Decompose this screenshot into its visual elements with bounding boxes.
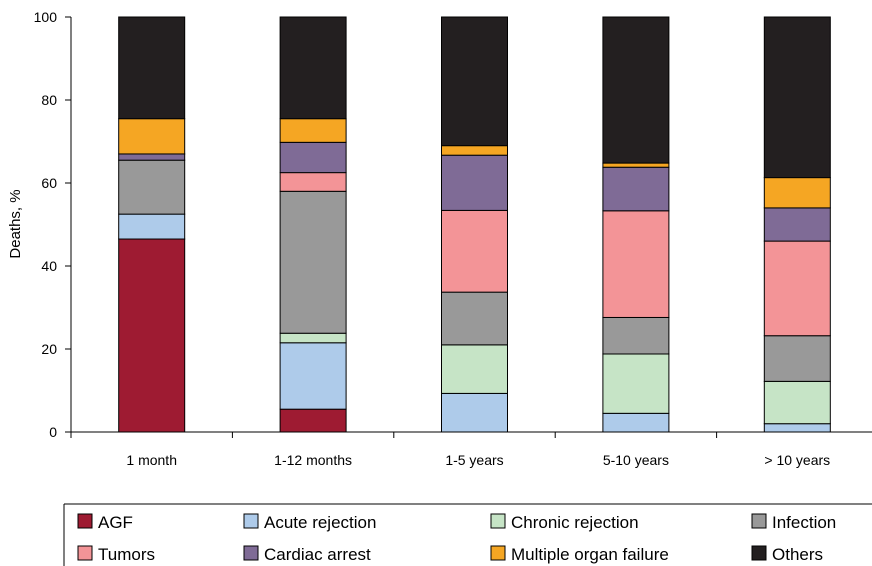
bar-segment-infection — [279, 190, 347, 334]
legend-label: Tumors — [98, 545, 155, 564]
y-tick-label: 0 — [49, 424, 57, 440]
y-tick-label: 80 — [41, 92, 57, 108]
bar-segment-others — [279, 16, 347, 120]
bar-segment-others — [118, 16, 186, 120]
bar-stack-5-10-years — [602, 16, 670, 433]
bar-segment-acute-rejection — [118, 213, 186, 240]
legend-swatch — [77, 513, 93, 529]
x-tick-label: > 10 years — [764, 452, 830, 468]
bar-segment-chronic-rejection — [602, 353, 670, 414]
bar-stack-1-12-months — [279, 16, 347, 433]
bar-stack-1-5-years — [441, 16, 508, 433]
bar-segment-cardiac-arrest — [602, 166, 670, 212]
legend-swatch — [751, 513, 767, 529]
legend-label: AGF — [98, 513, 133, 532]
legend-swatch — [751, 545, 767, 561]
legend-item-chronic-rejection: Chronic rejection — [490, 513, 639, 532]
legend-item-infection: Infection — [751, 513, 836, 532]
legend-swatch — [243, 545, 259, 561]
legend-label: Others — [772, 545, 823, 564]
bar-segment-infection — [763, 335, 831, 382]
bar-segment-others — [763, 16, 831, 179]
legend-label: Infection — [772, 513, 836, 532]
bar-segment-acute-rejection — [602, 412, 670, 433]
bar-segment-others — [441, 16, 508, 147]
y-tick-label: 60 — [41, 175, 57, 191]
legend-item-others: Others — [751, 545, 823, 564]
bar-segment-tumors — [602, 210, 670, 318]
legend-item-acute-rejection: Acute rejection — [243, 513, 376, 532]
bar-segment-tumors — [279, 172, 347, 192]
legend-item-agf: AGF — [77, 513, 133, 532]
bar-segment-cardiac-arrest — [763, 207, 831, 242]
legend-label: Cardiac arrest — [264, 545, 371, 564]
bar-segment-cardiac-arrest — [118, 153, 186, 161]
legend-swatch — [490, 545, 506, 561]
bar-segment-infection — [602, 316, 670, 355]
y-axis-title: Deaths, % — [7, 189, 24, 258]
legend-label: Chronic rejection — [511, 513, 639, 532]
bar-segment-agf — [279, 408, 347, 433]
legend-swatch — [490, 513, 506, 529]
legend-item-multiple-organ-failure: Multiple organ failure — [490, 545, 669, 564]
y-axis: 0 20 40 60 80 100 — [34, 9, 72, 440]
bar-stack-10-years — [763, 16, 831, 433]
legend-swatch — [243, 513, 259, 529]
bar-segment-chronic-rejection — [763, 380, 831, 425]
bar-segment-infection — [441, 291, 508, 346]
legend-label: Multiple organ failure — [511, 545, 669, 564]
bar-segment-agf — [118, 238, 186, 433]
x-tick-label: 1 month — [126, 452, 177, 468]
bar-segment-cardiac-arrest — [441, 154, 508, 211]
x-tick-label: 1-12 months — [274, 452, 352, 468]
x-axis: 1 month 1-12 months 1-5 years 5-10 years > 1… — [70, 431, 872, 468]
y-tick-label: 40 — [41, 258, 57, 274]
bar-segment-chronic-rejection — [441, 344, 508, 394]
bar-stack-1-month — [118, 16, 186, 433]
legend-item-cardiac-arrest: Cardiac arrest — [243, 545, 371, 564]
bar-segment-tumors — [441, 209, 508, 293]
legend: AGF Acute rejection Chronic rejection Infec… — [63, 503, 872, 566]
y-tick-label: 100 — [34, 9, 58, 25]
bar-segment-chronic-rejection — [279, 332, 347, 344]
bar-segment-multiple-organ-failure — [602, 162, 670, 168]
bar-segment-acute-rejection — [279, 342, 347, 410]
legend-swatch — [77, 545, 93, 561]
legend-item-tumors: Tumors — [77, 545, 155, 564]
bars — [118, 16, 831, 433]
bar-segment-cardiac-arrest — [279, 141, 347, 174]
bar-segment-infection — [118, 159, 186, 215]
x-tick-label: 1-5 years — [445, 452, 503, 468]
legend-label: Acute rejection — [264, 513, 376, 532]
bar-segment-acute-rejection — [763, 423, 831, 433]
bar-segment-multiple-organ-failure — [763, 177, 831, 209]
bar-segment-others — [602, 16, 670, 164]
x-tick-label: 5-10 years — [603, 452, 669, 468]
bar-segment-acute-rejection — [441, 392, 508, 433]
bar-segment-multiple-organ-failure — [118, 118, 186, 155]
bar-segment-multiple-organ-failure — [441, 145, 508, 156]
bar-segment-multiple-organ-failure — [279, 118, 347, 143]
bar-segment-tumors — [763, 240, 831, 337]
y-tick-label: 20 — [41, 341, 57, 357]
